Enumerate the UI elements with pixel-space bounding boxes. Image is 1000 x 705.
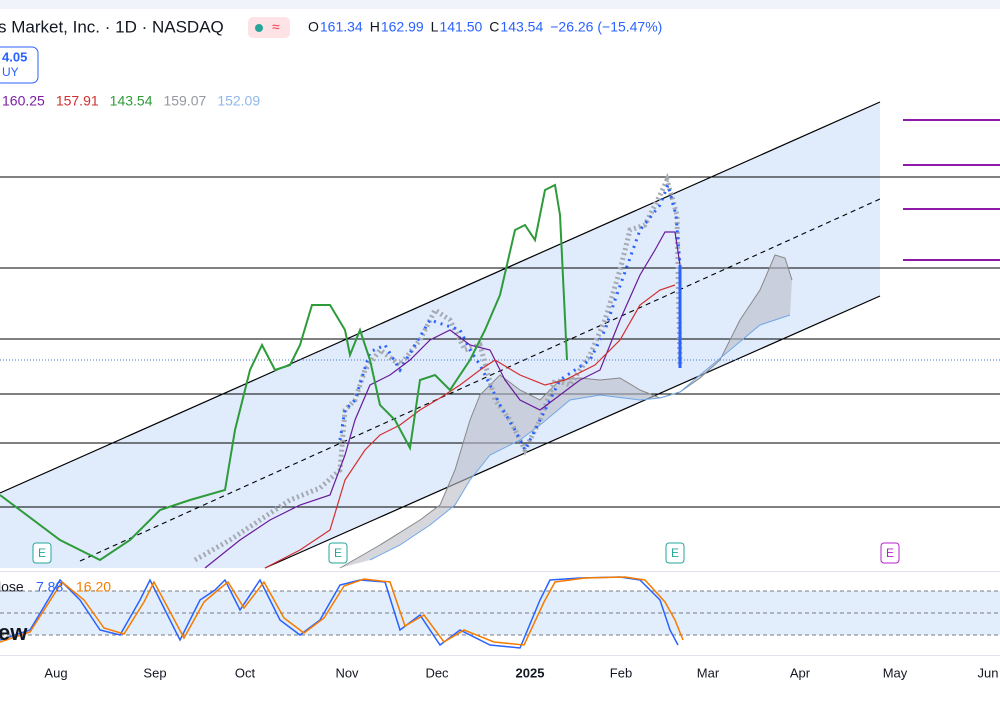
oscillator-k-value: 7.88 <box>36 579 63 595</box>
symbol-title: s Market, Inc. · 1D · NASDAQ <box>0 17 224 36</box>
event-badge <box>328 542 348 564</box>
channel-lower <box>264 295 881 569</box>
indicator-value: 157.91 <box>56 93 99 109</box>
indicator-value: 159.07 <box>163 93 206 109</box>
cloud-span-b <box>339 254 793 569</box>
change: −26.26 (−15.47%) <box>550 19 662 35</box>
cloud <box>340 255 792 568</box>
event-badge <box>665 542 685 564</box>
status-dot <box>255 24 263 32</box>
ohlc-label: O <box>308 19 319 35</box>
event-badge <box>32 542 52 564</box>
x-tick-label: Feb <box>610 665 632 680</box>
x-tick-label: Dec <box>425 665 449 680</box>
indicator-value: 152.09 <box>217 93 260 109</box>
indicator-value: 143.54 <box>110 93 153 109</box>
status-icon: ≈ <box>272 19 280 35</box>
ohlc-value: 141.50 <box>439 19 482 35</box>
oscillator-label: lose <box>0 579 24 595</box>
x-axis: Aug Sep Oct Nov Dec 2025 Feb Mar Apr May Jun <box>44 665 998 680</box>
stoch-k <box>0 576 679 649</box>
indicator-values: 160.25 157.91 143.54 159.07 152.09 <box>2 93 260 109</box>
ohlc-value: 143.54 <box>500 19 543 35</box>
ohlc-value: 162.99 <box>381 19 424 35</box>
stoch-d <box>0 576 684 646</box>
candles-blue <box>338 180 682 454</box>
event-label: E <box>886 546 894 560</box>
event-label: E <box>671 546 679 560</box>
ohlc: O 161.34 H 162.99 L 141.50 C 143.54 −26.26 (−15.… <box>308 19 662 35</box>
event-label: E <box>334 546 342 560</box>
channel-upper <box>0 101 881 494</box>
indicator-value: 160.25 <box>2 93 45 109</box>
x-tick-label: Apr <box>790 665 811 680</box>
x-tick-label: Aug <box>44 665 67 680</box>
watermark: ew <box>0 620 28 645</box>
status-pill[interactable] <box>248 17 290 38</box>
ohlc-label: C <box>489 19 499 35</box>
target-lines <box>903 119 1000 261</box>
cloud-span-a <box>369 314 791 561</box>
event-badge <box>880 542 900 564</box>
channel-middle <box>79 198 881 562</box>
x-tick-label: Sep <box>143 665 166 680</box>
event-label: E <box>38 546 46 560</box>
pane-separator <box>0 571 1000 572</box>
axis-separator <box>0 655 1000 656</box>
x-tick-label: May <box>883 665 908 680</box>
ohlc-value: 161.34 <box>320 19 363 35</box>
x-tick-label: 2025 <box>516 665 545 680</box>
oscillator-d-value: 16.20 <box>76 579 111 595</box>
x-tick-label: Nov <box>335 665 359 680</box>
x-tick-label: Jun <box>978 665 999 680</box>
ohlc-label: L <box>431 19 439 35</box>
buy-label: UY <box>2 65 19 79</box>
base-line <box>264 284 676 569</box>
ohlc-label: H <box>370 19 380 35</box>
buy-button[interactable] <box>0 46 39 84</box>
x-tick-label: Oct <box>235 665 256 680</box>
top-bar <box>0 0 1000 9</box>
x-tick-label: Mar <box>697 665 720 680</box>
oscillator-levels <box>0 590 1000 636</box>
lagging-span <box>0 183 568 562</box>
conversion-line <box>204 231 681 569</box>
buy-price: 4.05 <box>2 49 27 64</box>
